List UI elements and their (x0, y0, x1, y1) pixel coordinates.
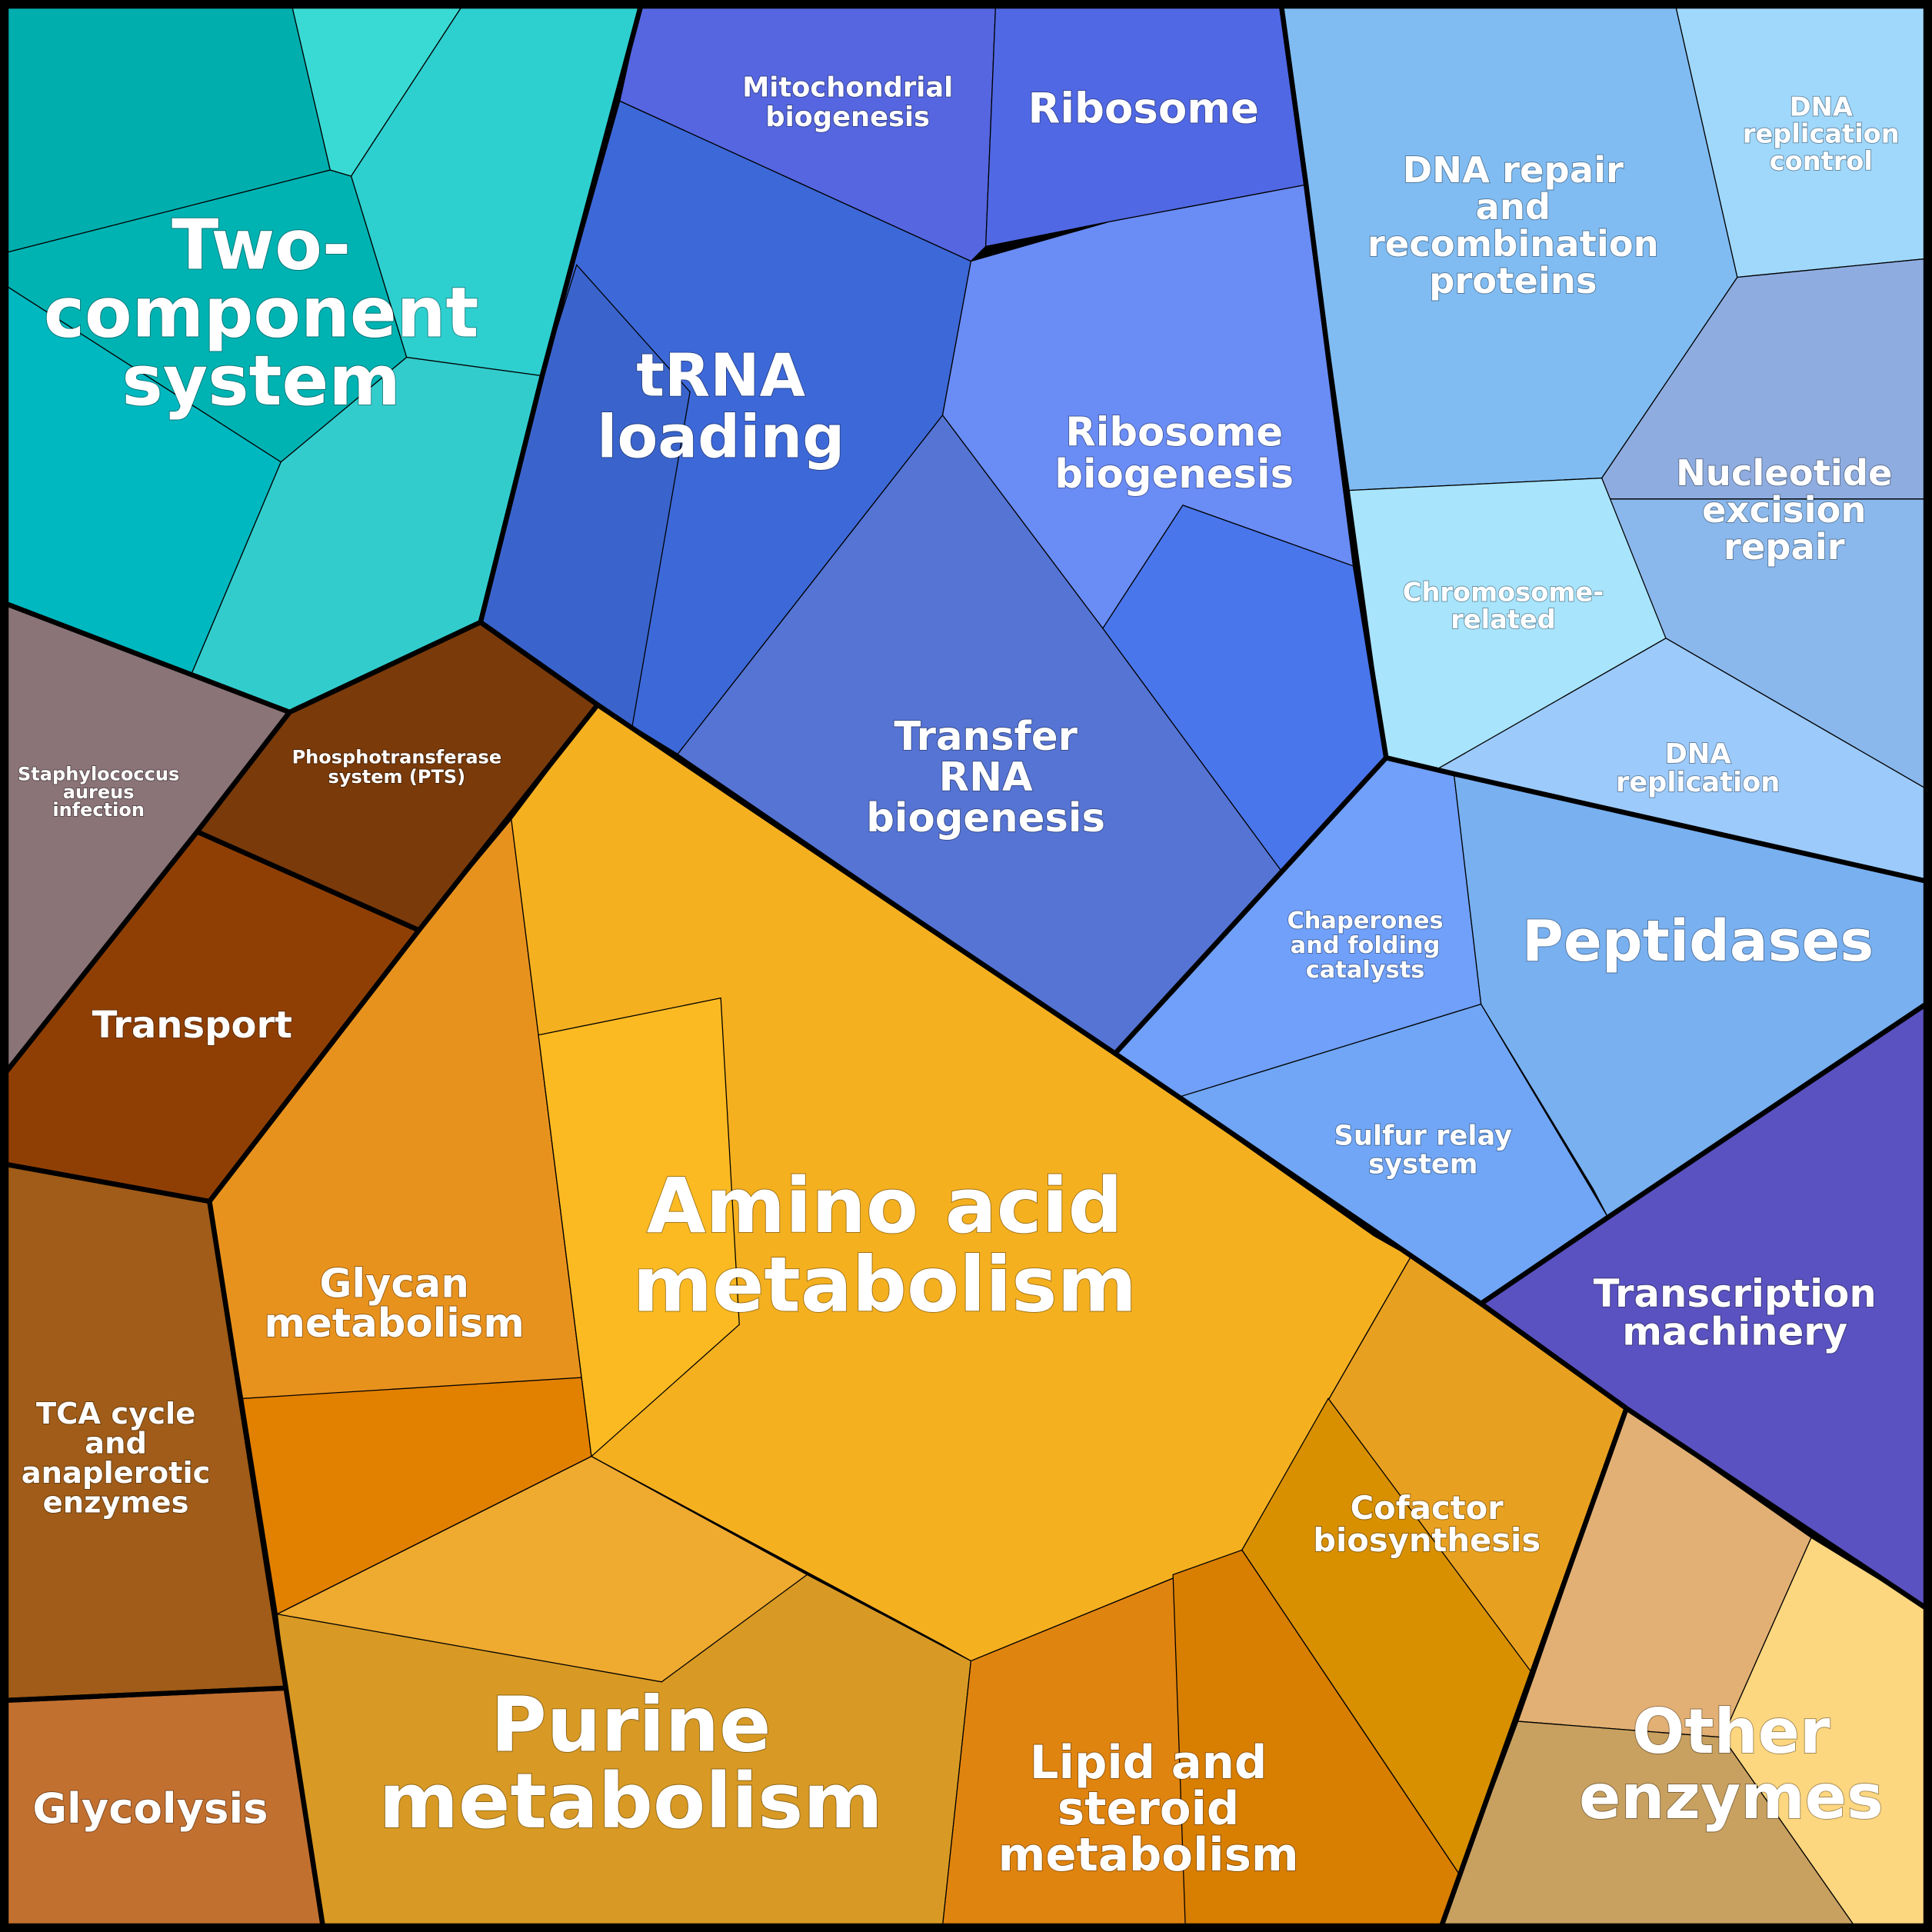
region-label: Two- (172, 206, 351, 286)
region-label: RNA (939, 754, 1033, 801)
region-label: Cofactor (1351, 1489, 1504, 1527)
region-label: system (PTS) (328, 766, 466, 788)
cells (5, 5, 1927, 1927)
region-label: Mitochondrial (742, 72, 953, 103)
region-label: Nucleotide (1676, 452, 1893, 494)
region-label: metabolism (379, 1757, 883, 1846)
region-label: loading (597, 404, 844, 472)
region-label: excision (1702, 489, 1866, 531)
region-label: Transfer (894, 714, 1078, 760)
region-label: and (85, 1427, 147, 1461)
region-label: aureus (63, 781, 135, 803)
region-label: Purine (491, 1681, 771, 1770)
region-label: replication (1616, 767, 1780, 798)
region-label: biogenesis (765, 102, 930, 133)
labels: Two-componentsystemMitochondrialbiogenes… (17, 71, 1900, 1882)
region-label: Phosphotransferase (292, 746, 502, 768)
region-label: Other (1632, 1696, 1830, 1767)
region-label: Glycolysis (32, 1784, 268, 1833)
region-label: machinery (1622, 1310, 1847, 1354)
region-label: recombination (1367, 223, 1659, 265)
region-label: related (1451, 605, 1556, 635)
region-label: infection (52, 799, 145, 821)
region-label: Staphylococcus (18, 764, 179, 785)
region-label: catalysts (1306, 957, 1425, 984)
region-label: Amino acid (647, 1162, 1123, 1251)
region-label: Peptidases (1522, 909, 1874, 974)
region-label: Chaperones (1287, 908, 1443, 934)
region-label: and (1475, 186, 1551, 228)
region-label: Chromosome- (1403, 578, 1604, 608)
region-label: Ribosome (1028, 83, 1258, 132)
cell (275, 1455, 808, 1683)
region-label: control (1770, 146, 1873, 176)
region-label: Sulfur relay (1334, 1121, 1513, 1152)
region-label: system (1368, 1149, 1477, 1181)
region-label: Lipid and (1030, 1736, 1267, 1789)
region-label: anaplerotic (22, 1456, 211, 1491)
region-label: replication (1743, 119, 1900, 149)
region-label: biogenesis (1054, 451, 1294, 498)
region-label: enzymes (1579, 1761, 1884, 1833)
region-label: Glycan (319, 1261, 469, 1307)
region-label: enzymes (43, 1486, 189, 1521)
region-label: metabolism (633, 1241, 1137, 1330)
region-label: steroid (1058, 1782, 1239, 1835)
region-label: DNA (1665, 738, 1732, 770)
region-label: tRNA (636, 341, 805, 410)
region-label: Transcription (1594, 1271, 1877, 1316)
region-label: DNA (1790, 92, 1853, 122)
region-label: biogenesis (866, 795, 1105, 841)
region-label: and folding (1291, 932, 1441, 959)
region-label: TCA cycle (36, 1397, 195, 1431)
region-label: system (122, 341, 400, 421)
region-label: proteins (1429, 260, 1597, 301)
region-label: repair (1724, 526, 1845, 568)
region-label: component (44, 274, 479, 354)
region-label: Transport (92, 1004, 292, 1047)
region-label: biosynthesis (1313, 1521, 1541, 1559)
region-label: metabolism (998, 1828, 1299, 1881)
region-label: Ribosome (1065, 410, 1283, 456)
cell (538, 997, 740, 1457)
region-label: metabolism (265, 1301, 525, 1347)
region-label: DNA repair (1403, 149, 1624, 191)
